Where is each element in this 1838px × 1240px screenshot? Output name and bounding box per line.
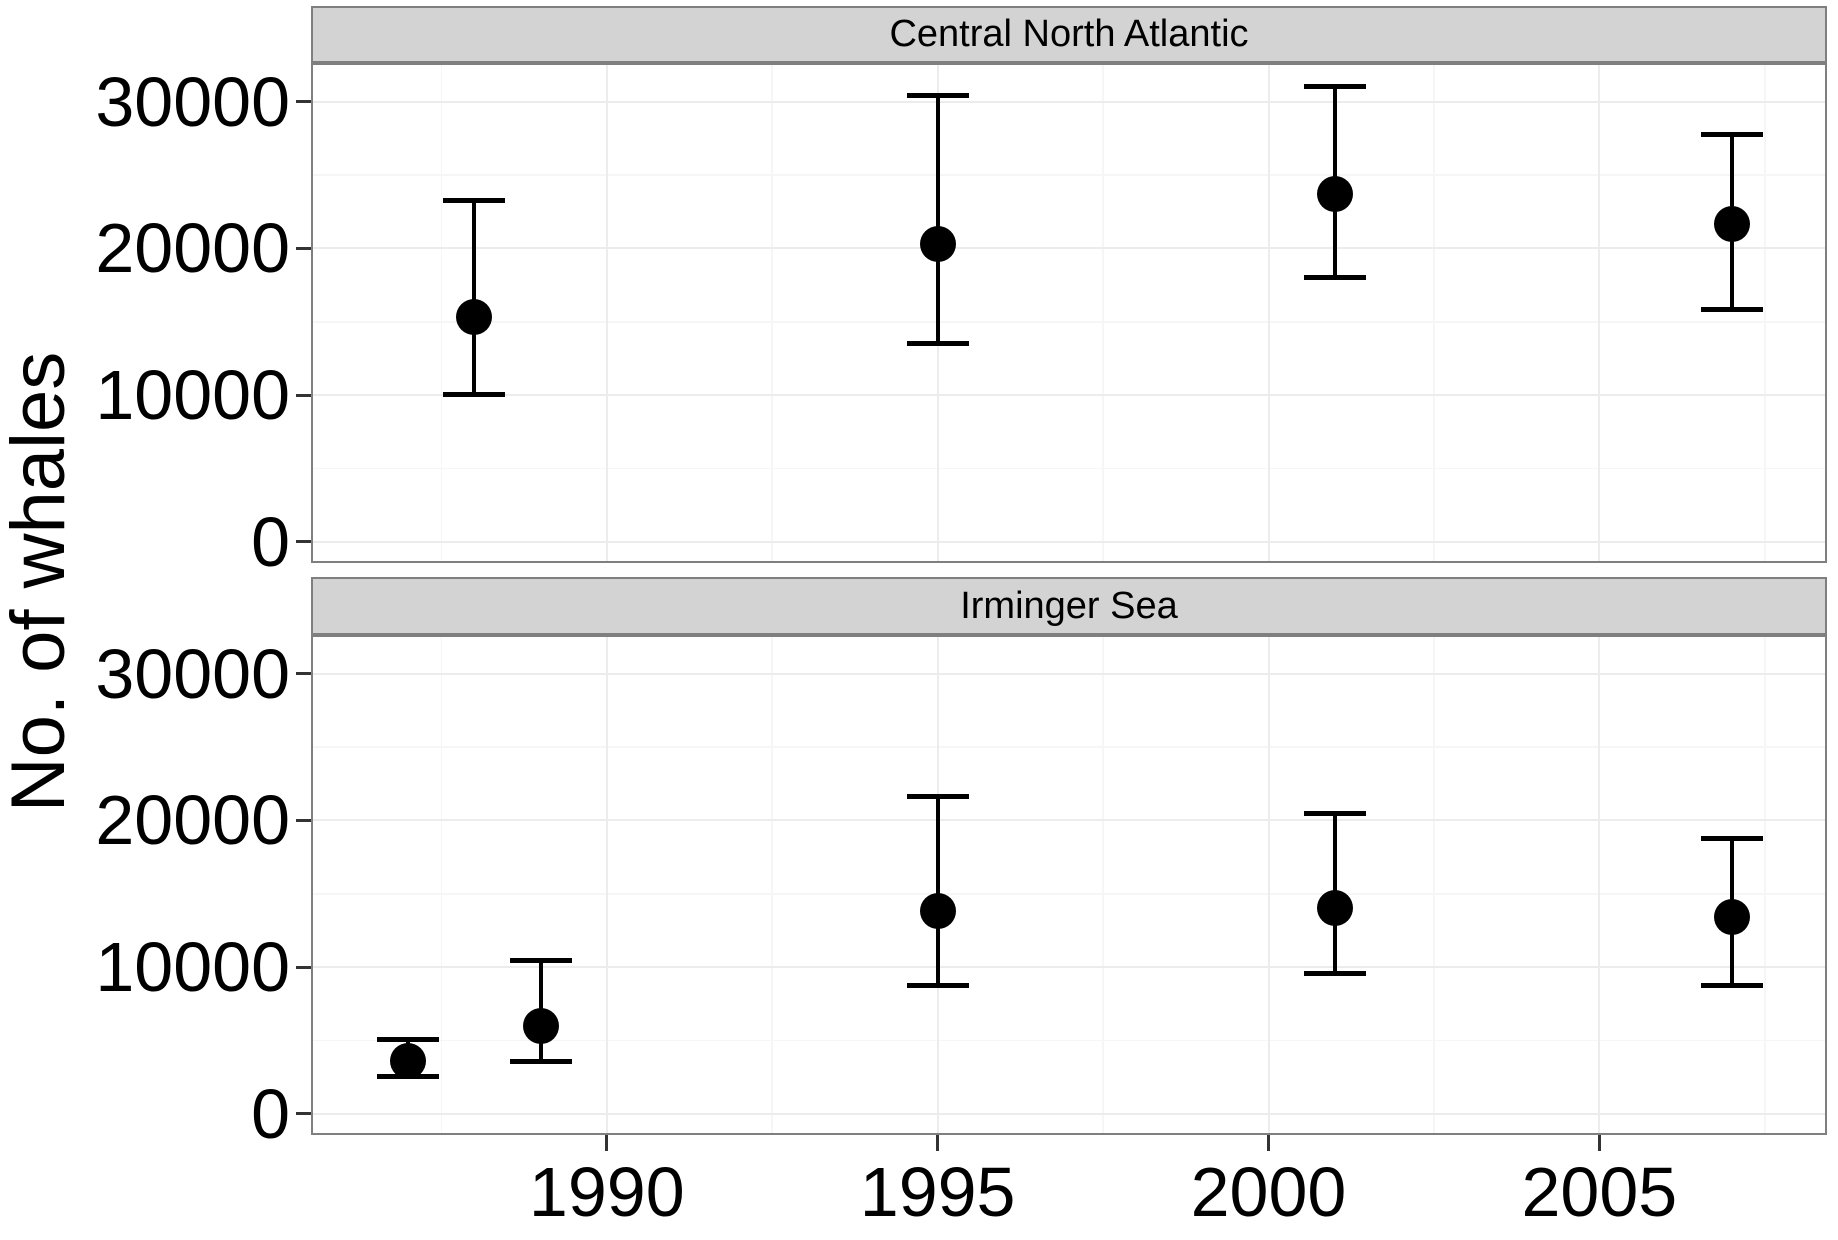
major-gridline-vertical <box>1598 637 1601 1133</box>
major-gridline-horizontal <box>313 672 1825 675</box>
error-bar-cap-upper <box>377 1036 440 1042</box>
y-axis-tick-mark <box>296 100 311 104</box>
major-gridline-vertical <box>1267 65 1270 561</box>
minor-gridline-vertical <box>440 65 443 561</box>
x-axis-tick-mark <box>1267 1135 1270 1151</box>
error-bar-cap-upper <box>1303 811 1366 817</box>
minor-gridline-horizontal <box>313 174 1825 176</box>
data-point <box>1713 899 1750 936</box>
x-axis-tick-mark <box>605 1135 609 1151</box>
minor-gridline-vertical <box>1764 65 1766 561</box>
minor-gridline-horizontal <box>313 1039 1825 1042</box>
y-axis-tick-label: 10000 <box>95 356 290 435</box>
x-axis-tick-label: 1990 <box>528 1153 685 1231</box>
error-bar-cap-lower <box>1700 307 1763 313</box>
data-point <box>390 1042 427 1079</box>
error-bar-cap-upper <box>906 92 969 98</box>
minor-gridline-vertical <box>771 637 773 1133</box>
error-bar-stem <box>935 94 940 344</box>
facet-strip-label: Irminger Sea <box>960 584 1178 627</box>
data-point <box>919 226 956 263</box>
error-bar-cap-lower <box>1303 274 1366 280</box>
y-axis-tick-mark <box>296 672 311 676</box>
facet-strip-central-north-atlantic: Central North Atlantic <box>311 6 1827 63</box>
major-gridline-vertical <box>1598 65 1601 561</box>
error-bar-cap-upper <box>1700 132 1763 138</box>
error-bar-cap-upper <box>509 957 572 963</box>
major-gridline-vertical <box>605 637 608 1133</box>
y-axis-tick-label: 20000 <box>95 209 290 288</box>
minor-gridline-vertical <box>1433 65 1435 561</box>
error-bar-cap-lower <box>906 340 969 346</box>
y-axis-tick-label: 0 <box>251 502 290 581</box>
y-axis-tick-mark <box>296 540 311 544</box>
major-gridline-horizontal <box>313 819 1825 822</box>
data-point <box>1316 890 1353 927</box>
y-axis-tick-label: 30000 <box>95 634 290 713</box>
major-gridline-horizontal <box>313 540 1825 543</box>
error-bar-stem <box>935 795 940 987</box>
major-gridline-vertical <box>605 65 608 561</box>
x-axis-tick-label: 1995 <box>859 1153 1016 1231</box>
x-axis-tick-label: 2005 <box>1521 1153 1678 1231</box>
data-point <box>456 299 493 336</box>
minor-gridline-horizontal <box>313 321 1825 323</box>
major-gridline-horizontal <box>313 100 1825 103</box>
major-gridline-horizontal <box>313 247 1825 250</box>
y-axis-tick-mark <box>296 393 311 397</box>
error-bar-cap-lower <box>1700 983 1763 989</box>
facet-strip-label: Central North Atlantic <box>889 13 1249 55</box>
major-gridline-horizontal <box>313 394 1825 397</box>
data-point <box>1316 176 1353 213</box>
major-gridline-horizontal <box>313 1112 1825 1115</box>
minor-gridline-vertical <box>1764 637 1766 1133</box>
y-axis-tick-mark <box>296 246 311 250</box>
y-axis-tick-mark <box>296 818 311 822</box>
data-point <box>919 893 956 930</box>
error-bar-cap-lower <box>906 983 969 989</box>
major-gridline-horizontal <box>313 966 1825 969</box>
error-bar-cap-upper <box>906 793 969 799</box>
minor-gridline-vertical <box>1433 637 1435 1133</box>
minor-gridline-horizontal <box>313 893 1825 895</box>
error-bar-cap-upper <box>1700 836 1763 842</box>
facet-strip-irminger-sea: Irminger Sea <box>311 577 1827 635</box>
panel-irminger-sea <box>311 635 1827 1135</box>
y-axis-tick-mark <box>296 1112 311 1116</box>
error-bar-cap-lower <box>443 392 506 398</box>
x-axis-tick-label: 2000 <box>1190 1153 1347 1231</box>
minor-gridline-vertical <box>440 637 443 1133</box>
error-bar-cap-upper <box>443 198 506 204</box>
major-gridline-vertical <box>1267 637 1270 1133</box>
panel-central-north-atlantic <box>311 63 1827 563</box>
y-axis-tick-label: 0 <box>251 1074 290 1153</box>
minor-gridline-horizontal <box>313 467 1825 470</box>
minor-gridline-vertical <box>1102 637 1104 1133</box>
minor-gridline-horizontal <box>313 746 1825 748</box>
y-axis-tick-mark <box>296 965 311 969</box>
error-bar-stem <box>472 200 477 396</box>
y-axis-tick-label: 20000 <box>95 781 290 860</box>
x-axis-tick-mark <box>1597 1135 1601 1151</box>
data-point <box>522 1007 559 1044</box>
y-axis-tick-label: 30000 <box>95 62 290 141</box>
error-bar-cap-lower <box>509 1059 572 1065</box>
data-point <box>1713 205 1750 242</box>
x-axis-tick-mark <box>936 1135 940 1151</box>
minor-gridline-vertical <box>771 65 773 561</box>
error-bar-cap-upper <box>1303 83 1366 89</box>
error-bar-cap-lower <box>1303 971 1366 977</box>
minor-gridline-vertical <box>1102 65 1104 561</box>
y-axis-tick-label: 10000 <box>95 928 290 1007</box>
